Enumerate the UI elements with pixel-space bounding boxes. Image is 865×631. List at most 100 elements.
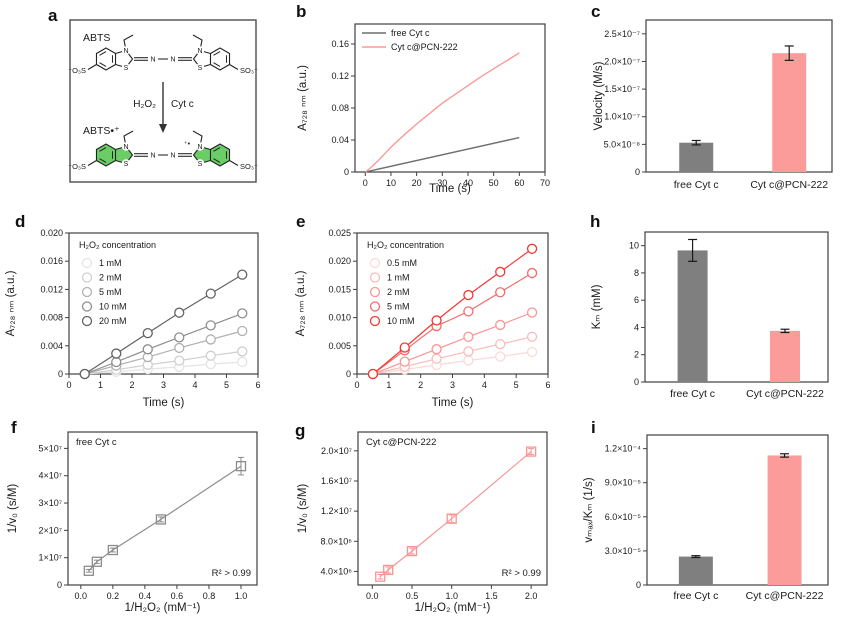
svg-text:0: 0: [57, 580, 62, 590]
data-point: [237, 325, 248, 337]
data-point: [235, 461, 247, 472]
svg-text:H₂O₂: H₂O₂: [133, 99, 156, 110]
panel-label-c: c: [591, 2, 601, 21]
panel-e-concentration-chart: 0 1 2 3 4 5 6 0 0.005 0.010 0.015 0.020 0.025 Time (s…: [295, 228, 551, 409]
svg-text:0.016: 0.016: [40, 256, 63, 266]
svg-text:S: S: [124, 161, 129, 168]
svg-text:6.0×10⁻⁵: 6.0×10⁻⁵: [605, 512, 642, 522]
svg-text:N: N: [197, 48, 202, 55]
data-point: [205, 350, 216, 361]
svg-text:Cyt c@PCN-222: Cyt c@PCN-222: [750, 179, 828, 191]
data-point: [205, 320, 216, 331]
svg-text:1: 1: [386, 380, 391, 390]
svg-text:free Cyt c: free Cyt c: [674, 179, 719, 191]
data-point: [463, 331, 474, 342]
svg-text:Velocity (M/s): Velocity (M/s): [593, 61, 605, 130]
svg-text:S: S: [198, 65, 203, 72]
panel-h: h 0 2 4 6 8 10 Kₘ (mM) free Cyt c Cyt c@PCN-222: [580, 200, 865, 415]
panel-g-lineweaver-chart: 0.0 0.5 1.0 1.5 2.0 4.0×10⁶ 8.0×10⁶ 1.2×10⁷ 1.6×…: [297, 431, 548, 614]
legend-marker: [81, 315, 93, 327]
panel-label-e: e: [296, 212, 306, 231]
svg-text:1.5: 1.5: [485, 591, 498, 601]
svg-text:1.5×10⁻⁷: 1.5×10⁻⁷: [604, 84, 640, 94]
panel-d: d 0 1 2 3 4 5 6 0 0.004 0.008 0.012 0.016 0.020 Time …: [0, 200, 290, 415]
svg-text:1: 1: [98, 380, 103, 390]
svg-text:0.010: 0.010: [328, 313, 351, 323]
legend-marker: [369, 315, 381, 327]
svg-text:vₘₐₓ/Kₘ (1/s): vₘₐₓ/Kₘ (1/s): [583, 477, 595, 542]
svg-text:N: N: [123, 144, 128, 151]
svg-text:R² > 0.99: R² > 0.99: [502, 568, 541, 579]
svg-text:1 mM: 1 mM: [99, 258, 122, 268]
data-point: [431, 315, 442, 326]
data-point: [111, 348, 122, 359]
panel-label-d: d: [15, 212, 26, 231]
data-point: [526, 307, 538, 318]
svg-text:1.0: 1.0: [445, 591, 458, 601]
data-point: [463, 306, 474, 317]
svg-text:0.020: 0.020: [40, 228, 63, 238]
data-point: [463, 346, 474, 357]
svg-text:N: N: [170, 153, 175, 160]
svg-text:8: 8: [634, 268, 639, 278]
data-point: [431, 353, 442, 364]
svg-text:1 mM: 1 mM: [387, 273, 410, 283]
svg-text:Time (s): Time (s): [432, 397, 474, 409]
svg-text:2.0×10⁻⁷: 2.0×10⁻⁷: [604, 56, 640, 66]
data-point: [237, 356, 248, 368]
svg-text:20 mM: 20 mM: [99, 316, 127, 326]
data-point: [111, 356, 122, 368]
panel-label-g: g: [295, 421, 306, 440]
svg-text:2: 2: [418, 380, 423, 390]
svg-text:0.015: 0.015: [328, 284, 351, 294]
data-point: [406, 545, 418, 557]
svg-text:1.2×10⁷: 1.2×10⁷: [321, 506, 352, 516]
svg-text:Time (s): Time (s): [143, 397, 185, 409]
svg-text:2: 2: [129, 380, 134, 390]
data-point: [174, 342, 185, 354]
svg-text:0: 0: [635, 167, 640, 177]
svg-text:6: 6: [634, 295, 639, 305]
svg-text:10: 10: [386, 178, 396, 188]
svg-text:5.0×10⁻⁸: 5.0×10⁻⁸: [604, 139, 641, 149]
svg-text:S: S: [124, 65, 129, 72]
svg-text:0: 0: [634, 377, 639, 387]
data-point: [142, 344, 153, 355]
panel-label-h: h: [590, 212, 601, 231]
svg-text:N: N: [197, 144, 202, 151]
svg-text:0: 0: [636, 580, 641, 590]
svg-text:0: 0: [344, 167, 349, 177]
data-point: [399, 356, 410, 367]
svg-text:1/v₀ (s/M): 1/v₀ (s/M): [297, 484, 309, 534]
svg-text:5: 5: [514, 380, 519, 390]
legend-marker: [81, 286, 93, 298]
data-point: [174, 332, 185, 343]
panel-label-a: a: [48, 6, 58, 25]
data-point: [375, 571, 386, 582]
bar: [678, 556, 713, 585]
panel-label-f: f: [11, 418, 17, 437]
legend-marker: [81, 301, 93, 312]
svg-text:5: 5: [224, 380, 229, 390]
svg-text:0: 0: [66, 380, 71, 390]
svg-text:Kₘ (mM): Kₘ (mM): [591, 284, 603, 329]
panel-d-concentration-chart: 0 1 2 3 4 5 6 0 0.004 0.008 0.012 0.016 0.020 Time (s…: [5, 228, 261, 409]
svg-text:2 mM: 2 mM: [99, 273, 122, 283]
svg-text:0.5 mM: 0.5 mM: [387, 258, 417, 268]
svg-text:10: 10: [629, 241, 639, 251]
svg-text:Time (s): Time (s): [429, 183, 471, 195]
data-point: [399, 342, 410, 353]
svg-text:30: 30: [437, 178, 447, 188]
data-point: [205, 358, 216, 370]
data-point: [91, 556, 102, 567]
svg-text:0.004: 0.004: [40, 341, 63, 351]
svg-text:70: 70: [540, 178, 550, 188]
data-point: [495, 266, 506, 278]
panel-label-i: i: [591, 418, 596, 437]
panel-i: i 0 3.0×10⁻⁵ 6.0×10⁻⁵ 9.0×10⁻⁵ 1.2×10⁻⁴ vₘₐₓ/…: [580, 415, 865, 631]
svg-text:0: 0: [363, 178, 368, 188]
panel-f-lineweaver-chart: 0.0 0.2 0.4 0.6 0.8 1.0 0 1×10⁷ 2×10⁷ 3×10⁷ 4×10⁷ 5…: [7, 431, 258, 614]
legend-marker: [81, 257, 93, 269]
svg-text:0.5: 0.5: [406, 591, 419, 601]
